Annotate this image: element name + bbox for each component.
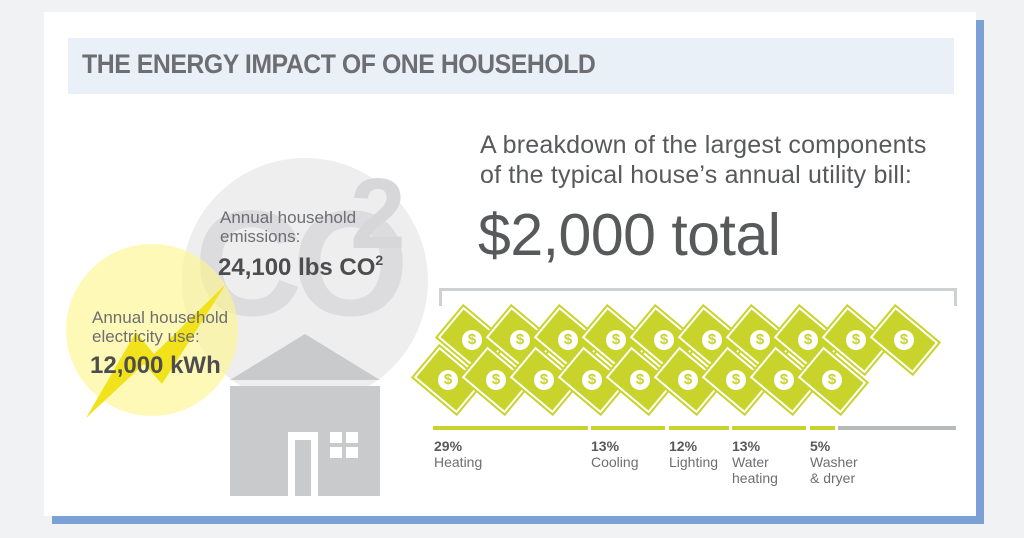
dollar-sign-icon: $ xyxy=(606,330,626,350)
dollar-sign-icon: $ xyxy=(774,370,794,390)
dollar-sign-icon: $ xyxy=(438,370,458,390)
segment-bar-water-heating xyxy=(732,426,806,430)
segment-bar-other xyxy=(838,426,956,430)
dollar-sign-icon: $ xyxy=(846,330,866,350)
dollar-sign-icon: $ xyxy=(678,370,698,390)
lightning-bolt-icon xyxy=(86,284,226,418)
dollar-sign-icon: $ xyxy=(534,370,554,390)
dollar-sign-icon: $ xyxy=(750,330,770,350)
dollar-sign-icon: $ xyxy=(486,370,506,390)
electricity-value: 12,000 kWh xyxy=(90,352,221,379)
dollar-sign-icon: $ xyxy=(798,330,818,350)
segment-bar-heating xyxy=(433,426,588,430)
bracket-divider xyxy=(439,288,957,306)
dollar-sign-icon: $ xyxy=(462,330,482,350)
dollar-sign-icon: $ xyxy=(726,370,746,390)
segment-bar-cooling xyxy=(591,426,665,430)
segment-label-water-heating: 13% Water heating xyxy=(732,438,778,486)
money-bills-graphic: $ $ $ $ $ $ $ $ $ $ $ $ $ $ $ $ $ $ $ xyxy=(394,304,974,428)
house-icon xyxy=(230,334,380,496)
segment-bar-washer-dryer xyxy=(810,426,835,430)
segment-label-lighting: 12% Lighting xyxy=(669,438,719,470)
infographic-card: THE ENERGY IMPACT OF ONE HOUSEHOLD CO 2 … xyxy=(44,12,976,516)
page-title: THE ENERGY IMPACT OF ONE HOUSEHOLD xyxy=(82,49,596,79)
dollar-sign-icon: $ xyxy=(894,330,914,350)
title-bar: THE ENERGY IMPACT OF ONE HOUSEHOLD xyxy=(68,38,954,94)
total-amount: $2,000 total xyxy=(478,202,781,268)
dollar-sign-icon: $ xyxy=(558,330,578,350)
dollar-sign-icon: $ xyxy=(822,370,842,390)
co2-background-subscript: 2 xyxy=(350,158,406,270)
segment-bar-lighting xyxy=(669,426,729,430)
emissions-value: 24,100 lbs CO2 xyxy=(218,252,384,281)
segment-label-washer-dryer: 5% Washer & dryer xyxy=(810,438,858,486)
dollar-bill-icon: $ xyxy=(866,304,942,376)
dollar-sign-icon: $ xyxy=(582,370,602,390)
dollar-sign-icon: $ xyxy=(702,330,722,350)
emissions-label: Annual household emissions: xyxy=(220,208,357,246)
segment-label-cooling: 13% Cooling xyxy=(591,438,639,470)
breakdown-headline: A breakdown of the largest components of… xyxy=(480,131,927,189)
dollar-sign-icon: $ xyxy=(630,370,650,390)
dollar-sign-icon: $ xyxy=(654,330,674,350)
dollar-sign-icon: $ xyxy=(510,330,530,350)
electricity-label: Annual household electricity use: xyxy=(92,308,229,346)
electricity-glow-circle xyxy=(66,244,238,416)
segment-label-heating: 29% Heating xyxy=(434,438,483,470)
